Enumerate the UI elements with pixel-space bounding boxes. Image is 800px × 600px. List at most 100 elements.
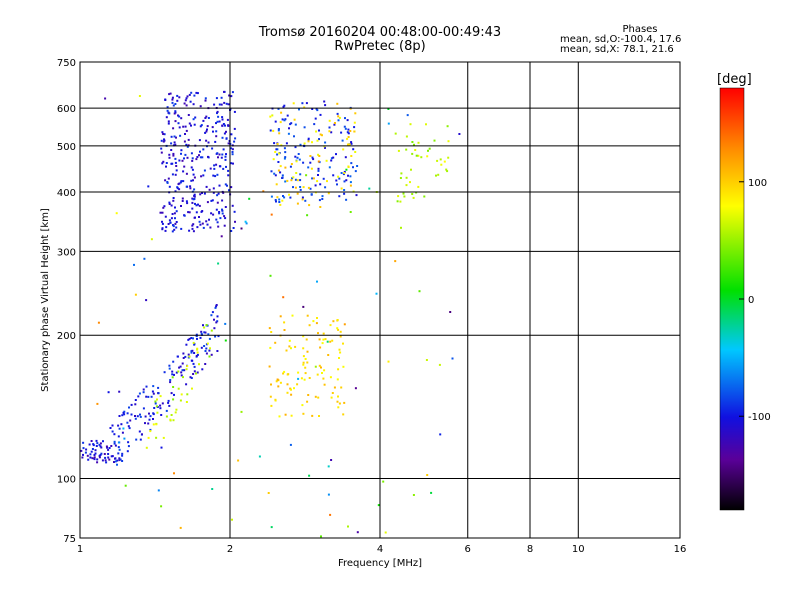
data-point bbox=[290, 393, 293, 396]
data-point bbox=[148, 412, 150, 415]
data-point bbox=[187, 353, 190, 356]
data-point bbox=[306, 400, 309, 403]
data-point bbox=[344, 117, 346, 120]
data-point bbox=[203, 331, 206, 334]
data-point bbox=[195, 372, 197, 375]
data-point bbox=[302, 363, 305, 366]
data-point bbox=[268, 365, 271, 368]
data-point bbox=[216, 201, 219, 204]
data-point bbox=[332, 156, 335, 159]
data-point bbox=[294, 123, 297, 126]
data-point bbox=[218, 103, 221, 106]
data-point bbox=[121, 431, 124, 434]
data-point bbox=[185, 383, 188, 386]
data-point bbox=[311, 177, 314, 180]
data-point bbox=[154, 400, 157, 403]
data-point bbox=[96, 442, 99, 445]
data-point bbox=[100, 446, 103, 449]
data-point bbox=[175, 136, 177, 139]
data-point bbox=[279, 165, 282, 168]
data-point bbox=[105, 445, 108, 448]
data-point bbox=[301, 404, 304, 407]
data-point bbox=[284, 156, 287, 159]
data-point bbox=[233, 140, 236, 143]
data-points bbox=[80, 90, 461, 538]
data-point bbox=[206, 201, 209, 204]
data-point bbox=[343, 180, 346, 183]
data-point bbox=[96, 402, 99, 405]
data-point bbox=[142, 388, 145, 391]
data-point bbox=[135, 438, 138, 441]
data-point bbox=[163, 133, 166, 136]
data-point bbox=[123, 437, 126, 440]
data-point bbox=[205, 324, 208, 326]
data-point bbox=[290, 122, 293, 125]
data-point bbox=[185, 185, 188, 188]
data-point bbox=[134, 293, 137, 296]
data-point bbox=[330, 157, 333, 160]
data-point bbox=[347, 165, 350, 168]
data-point bbox=[307, 186, 310, 189]
data-point bbox=[202, 226, 205, 229]
data-point bbox=[345, 168, 348, 171]
data-point bbox=[122, 427, 125, 430]
data-point bbox=[293, 387, 295, 390]
data-point bbox=[224, 322, 227, 325]
data-point bbox=[204, 117, 207, 119]
data-point bbox=[172, 199, 175, 202]
data-point bbox=[144, 422, 146, 425]
data-point bbox=[230, 147, 233, 150]
data-point bbox=[111, 455, 114, 458]
data-point bbox=[90, 450, 93, 453]
data-point bbox=[278, 152, 281, 155]
data-point bbox=[182, 180, 185, 183]
data-point bbox=[321, 372, 323, 374]
data-point bbox=[274, 399, 277, 402]
data-point bbox=[289, 165, 292, 168]
data-point bbox=[215, 304, 218, 306]
data-point bbox=[165, 409, 168, 412]
data-point bbox=[92, 443, 95, 446]
data-point bbox=[164, 229, 167, 232]
data-point bbox=[121, 454, 124, 457]
data-point bbox=[97, 321, 100, 324]
data-point bbox=[219, 165, 222, 168]
data-point bbox=[284, 166, 287, 169]
data-point bbox=[190, 166, 193, 169]
data-point bbox=[302, 361, 305, 364]
data-point bbox=[353, 130, 356, 133]
data-point bbox=[167, 399, 170, 402]
data-point bbox=[178, 115, 181, 118]
data-point bbox=[172, 386, 175, 388]
data-point bbox=[230, 162, 233, 165]
data-point bbox=[134, 415, 136, 417]
data-point bbox=[171, 162, 174, 165]
data-point bbox=[324, 186, 327, 189]
data-point bbox=[167, 120, 170, 123]
data-point bbox=[191, 157, 194, 160]
data-point bbox=[186, 95, 189, 98]
data-point bbox=[387, 122, 390, 125]
data-point bbox=[307, 137, 310, 140]
data-point bbox=[409, 123, 412, 126]
data-point bbox=[147, 395, 150, 398]
data-point bbox=[353, 121, 356, 124]
colorbar-tick-label: 0 bbox=[748, 295, 754, 306]
data-point bbox=[183, 102, 186, 105]
data-point bbox=[161, 220, 163, 223]
data-point bbox=[338, 177, 341, 180]
data-point bbox=[116, 459, 119, 462]
data-point bbox=[128, 427, 131, 430]
data-point bbox=[130, 403, 133, 406]
data-point bbox=[217, 262, 220, 265]
data-point bbox=[231, 153, 234, 156]
data-point bbox=[446, 170, 449, 173]
data-point bbox=[210, 212, 213, 215]
data-point bbox=[321, 342, 324, 345]
data-point bbox=[319, 346, 322, 349]
data-point bbox=[221, 136, 224, 139]
data-point bbox=[413, 143, 415, 146]
data-point bbox=[223, 132, 226, 135]
data-point bbox=[317, 160, 320, 163]
data-point bbox=[167, 122, 170, 125]
